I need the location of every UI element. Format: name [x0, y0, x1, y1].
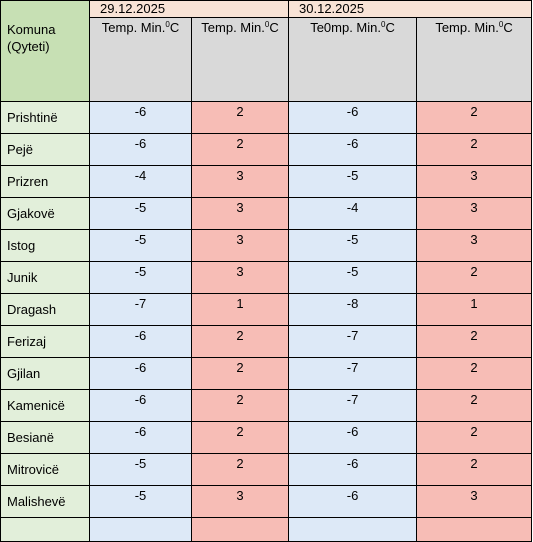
min-temp-cell: -7	[288, 325, 418, 358]
min-temp-cell: -5	[89, 229, 192, 262]
table-row: Gjakovë -5 3 -4 3	[0, 197, 533, 230]
table-row: Prizren -4 3 -5 3	[0, 165, 533, 198]
min-temp-cell: -5	[89, 261, 192, 294]
date-header-1: 29.12.2025	[88, 0, 290, 18]
city-name: Gjakovë	[0, 197, 90, 230]
empty-row	[0, 517, 533, 542]
min-temp-cell: -4	[89, 165, 192, 198]
min-temp-cell: -5	[89, 197, 192, 230]
max-temp-cell: 3	[190, 197, 290, 230]
min-temp-cell: -6	[288, 421, 418, 454]
table-row: Pejë -6 2 -6 2	[0, 133, 533, 166]
date-header-row: Komuna (Qyteti) 29.12.2025 30.12.2025	[0, 0, 533, 102]
empty-cell	[0, 517, 90, 542]
min-temp-cell: -6	[89, 389, 192, 422]
table-row: Prishtinë -6 2 -6 2	[0, 101, 533, 134]
min-temp-cell: -5	[89, 485, 192, 518]
min-temp-cell: -5	[89, 453, 192, 486]
city-name: Prizren	[0, 165, 90, 198]
table-row: Malishevë -5 3 -6 3	[0, 485, 533, 518]
empty-cell	[288, 517, 418, 542]
date-header-2: 30.12.2025	[288, 0, 533, 18]
max-temp-cell: 2	[190, 101, 290, 134]
empty-cell	[89, 517, 192, 542]
max-temp-cell: 2	[190, 389, 290, 422]
empty-cell	[190, 517, 290, 542]
min-temp-cell: -7	[288, 357, 418, 390]
min-temp-cell: -7	[288, 389, 418, 422]
city-name: Pejë	[0, 133, 90, 166]
qyteti-label: (Qyteti)	[7, 39, 50, 54]
city-name: Junik	[0, 261, 90, 294]
min-temp-cell: -6	[288, 453, 418, 486]
table-row: Mitrovicë -5 2 -6 2	[0, 453, 533, 486]
table-row: Istog -5 3 -5 3	[0, 229, 533, 262]
table-row: Dragash -7 1 -8 1	[0, 293, 533, 326]
city-name: Dragash	[0, 293, 90, 326]
max-temp-cell: 2	[190, 357, 290, 390]
city-name: Istog	[0, 229, 90, 262]
min-temp-cell: -7	[89, 293, 192, 326]
city-name: Prishtinë	[0, 101, 90, 134]
max-temp-cell: 3	[416, 485, 533, 518]
max-temp-cell: 2	[416, 101, 533, 134]
max-temp-cell: 3	[416, 229, 533, 262]
min-temp-cell: -8	[288, 293, 418, 326]
max-temp-cell: 2	[416, 453, 533, 486]
min-temp-cell: -6	[89, 421, 192, 454]
max-temp-cell: 3	[416, 165, 533, 198]
min-temp-cell: -6	[288, 133, 418, 166]
min-temp-cell: -5	[288, 229, 418, 262]
city-name: Malishevë	[0, 485, 90, 518]
komuna-label: Komuna	[7, 22, 56, 37]
max-temp-cell: 2	[416, 133, 533, 166]
max-temp-cell: 2	[416, 389, 533, 422]
column-header-row: Temp. Min.0C Temp. Min.0C Te0mp. Min.0C …	[1, 17, 533, 102]
max-temp-cell: 2	[416, 261, 533, 294]
table-row: Gjilan -6 2 -7 2	[0, 357, 533, 390]
table-row: Besianë -6 2 -6 2	[0, 421, 533, 454]
empty-cell	[416, 517, 533, 542]
min-temp-cell: -6	[89, 325, 192, 358]
max-temp-cell: 2	[416, 421, 533, 454]
min-temp-cell: -5	[288, 165, 418, 198]
max-temp-cell: 2	[190, 325, 290, 358]
column-header-3: Te0mp. Min.0C	[288, 17, 418, 102]
komuna-header: Komuna (Qyteti)	[0, 0, 90, 102]
max-temp-cell: 3	[190, 261, 290, 294]
min-temp-cell: -6	[89, 101, 192, 134]
column-header-2: Temp. Min.0C	[190, 17, 290, 102]
city-name: Kamenicë	[0, 389, 90, 422]
max-temp-cell: 2	[190, 133, 290, 166]
max-temp-cell: 2	[190, 421, 290, 454]
city-name: Mitrovicë	[0, 453, 90, 486]
max-temp-cell: 1	[190, 293, 290, 326]
min-temp-cell: -6	[288, 485, 418, 518]
min-temp-cell: -6	[89, 357, 192, 390]
max-temp-cell: 3	[190, 165, 290, 198]
city-name: Gjilan	[0, 357, 90, 390]
table-row: Junik -5 3 -5 2	[0, 261, 533, 294]
min-temp-cell: -6	[288, 101, 418, 134]
min-temp-cell: -4	[288, 197, 418, 230]
table-row: Kamenicë -6 2 -7 2	[0, 389, 533, 422]
min-temp-cell: -5	[288, 261, 418, 294]
max-temp-cell: 2	[190, 453, 290, 486]
max-temp-cell: 2	[416, 357, 533, 390]
max-temp-cell: 3	[190, 485, 290, 518]
column-header-1: Temp. Min.0C	[89, 17, 192, 102]
column-header-4: Temp. Min.0C	[416, 17, 533, 102]
min-temp-cell: -6	[89, 133, 192, 166]
max-temp-cell: 1	[416, 293, 533, 326]
max-temp-cell: 3	[416, 197, 533, 230]
table-row: Ferizaj -6 2 -7 2	[0, 325, 533, 358]
max-temp-cell: 3	[190, 229, 290, 262]
city-name: Besianë	[0, 421, 90, 454]
max-temp-cell: 2	[416, 325, 533, 358]
city-name: Ferizaj	[0, 325, 90, 358]
